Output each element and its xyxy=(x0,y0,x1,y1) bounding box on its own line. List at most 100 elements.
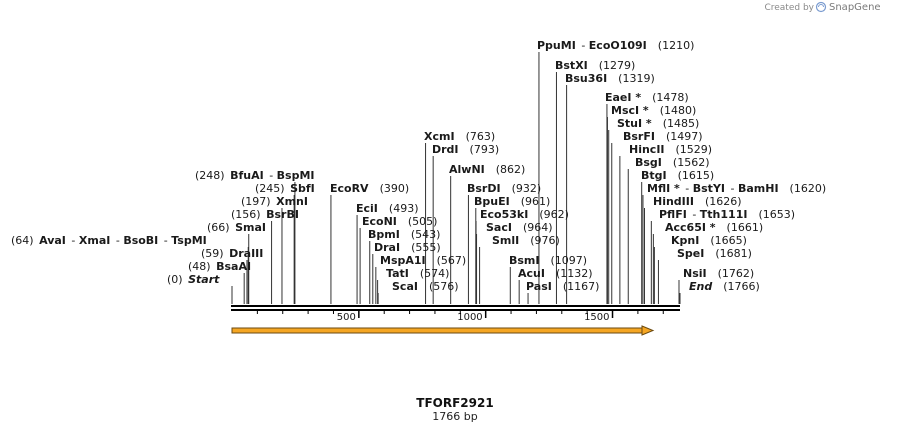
enzyme-scai[interactable]: ScaI xyxy=(392,280,418,293)
site-label-hindiii[interactable]: HindIII (1626) xyxy=(653,195,742,208)
site-label-hincii[interactable]: HincII (1529) xyxy=(629,143,712,156)
site-label-econi[interactable]: EcoNI (505) xyxy=(362,215,437,228)
enzyme-start[interactable]: Start xyxy=(188,273,220,286)
site-label-avai-xmai-bsobi-tspmi[interactable]: (64) AvaI - XmaI - BsoBI - TspMI xyxy=(11,234,207,247)
enzyme-bsaai[interactable]: BsaAI xyxy=(216,260,251,273)
site-label-bsmi[interactable]: BsmI (1097) xyxy=(509,254,587,267)
site-label-xcmi[interactable]: XcmI (763) xyxy=(424,130,495,143)
site-label-smai[interactable]: (66) SmaI xyxy=(207,221,266,234)
enzyme-tati[interactable]: TatI xyxy=(386,267,409,280)
site-label-start[interactable]: (0) Start xyxy=(167,273,220,286)
enzyme-ecii[interactable]: EciI xyxy=(356,202,378,215)
enzyme-end[interactable]: End xyxy=(689,280,712,293)
site-label-smli[interactable]: SmlI (976) xyxy=(492,234,560,247)
site-label-kpni[interactable]: KpnI (1665) xyxy=(671,234,747,247)
site-label-bpmi[interactable]: BpmI (543) xyxy=(368,228,440,241)
enzyme-bamhi[interactable]: BamHI xyxy=(738,182,779,195)
site-label-ecorv[interactable]: EcoRV (390) xyxy=(330,182,409,195)
enzyme-bsu36i[interactable]: Bsu36I xyxy=(565,72,607,85)
site-label-mfli-bstyi-bamhi[interactable]: MflI * - BstYI - BamHI (1620) xyxy=(647,182,826,195)
enzyme-xmni[interactable]: XmnI xyxy=(276,195,308,208)
enzyme-smli[interactable]: SmlI xyxy=(492,234,519,247)
site-label-xmni[interactable]: (197) XmnI xyxy=(241,195,308,208)
enzyme-spei[interactable]: SpeI xyxy=(677,247,704,260)
site-label-bpuei[interactable]: BpuEI (961) xyxy=(474,195,550,208)
enzyme-hincii[interactable]: HincII xyxy=(629,143,665,156)
orf-feature-body[interactable] xyxy=(231,327,643,334)
enzyme-ppumi[interactable]: PpuMI xyxy=(537,39,576,52)
enzyme-tth111i[interactable]: Tth111I xyxy=(700,208,748,221)
enzyme-bstxi[interactable]: BstXI xyxy=(555,59,588,72)
enzyme-bfuai[interactable]: BfuAI xyxy=(230,169,264,182)
enzyme-ecoo109i[interactable]: EcoO109I xyxy=(589,39,647,52)
enzyme-eaei[interactable]: EaeI * xyxy=(605,91,641,104)
enzyme-msci[interactable]: MscI * xyxy=(611,104,649,117)
site-label-bsrbi[interactable]: (156) BsrBI xyxy=(231,208,299,221)
site-label-btgi[interactable]: BtgI (1615) xyxy=(641,169,714,182)
enzyme-stui[interactable]: StuI * xyxy=(617,117,652,130)
enzyme-bsgi[interactable]: BsgI xyxy=(635,156,662,169)
enzyme-drdi[interactable]: DrdI xyxy=(432,143,459,156)
site-label-eaei[interactable]: EaeI * (1478) xyxy=(605,91,689,104)
enzyme-bsobi[interactable]: BsoBI xyxy=(123,234,158,247)
orf-feature-arrowhead-icon[interactable] xyxy=(641,325,655,336)
site-label-bsu36i[interactable]: Bsu36I (1319) xyxy=(565,72,655,85)
site-label-draiii[interactable]: (59) DraIII xyxy=(201,247,263,260)
enzyme-bsrdi[interactable]: BsrDI xyxy=(467,182,501,195)
enzyme-eco53ki[interactable]: Eco53kI xyxy=(480,208,528,221)
enzyme-bpuei[interactable]: BpuEI xyxy=(474,195,510,208)
orf-feature-arrow[interactable] xyxy=(231,325,655,336)
site-label-bsgi[interactable]: BsgI (1562) xyxy=(635,156,709,169)
enzyme-ecorv[interactable]: EcoRV xyxy=(330,182,369,195)
site-label-ecii[interactable]: EciI (493) xyxy=(356,202,419,215)
enzyme-acui[interactable]: AcuI xyxy=(518,267,545,280)
site-label-stui[interactable]: StuI * (1485) xyxy=(617,117,699,130)
enzyme-bstyi[interactable]: BstYI xyxy=(693,182,725,195)
site-label-eco53ki[interactable]: Eco53kI (962) xyxy=(480,208,569,221)
site-label-bfuai-bspmi[interactable]: (248) BfuAI - BspMI xyxy=(195,169,315,182)
site-label-spei[interactable]: SpeI (1681) xyxy=(677,247,752,260)
enzyme-btgi[interactable]: BtgI xyxy=(641,169,667,182)
site-label-ppumi-ecoo109i[interactable]: PpuMI - EcoO109I (1210) xyxy=(537,39,694,52)
enzyme-acc65i[interactable]: Acc65I * xyxy=(665,221,716,234)
site-label-pasi[interactable]: PasI (1167) xyxy=(526,280,599,293)
enzyme-draiii[interactable]: DraIII xyxy=(229,247,263,260)
enzyme-mspa1i[interactable]: MspA1I xyxy=(380,254,426,267)
enzyme-bsmi[interactable]: BsmI xyxy=(509,254,540,267)
site-label-nsii[interactable]: NsiI (1762) xyxy=(683,267,754,280)
enzyme-bsrbi[interactable]: BsrBI xyxy=(266,208,299,221)
site-label-bsrdi[interactable]: BsrDI (932) xyxy=(467,182,541,195)
site-label-sbfi[interactable]: (245) SbfI xyxy=(255,182,315,195)
enzyme-drai[interactable]: DraI xyxy=(374,241,400,254)
enzyme-mfli[interactable]: MflI * xyxy=(647,182,680,195)
site-label-pflfi-tth111i[interactable]: PflFI - Tth111I (1653) xyxy=(659,208,795,221)
enzyme-xmai[interactable]: XmaI xyxy=(79,234,110,247)
site-label-drdi[interactable]: DrdI (793) xyxy=(432,143,499,156)
enzyme-nsii[interactable]: NsiI xyxy=(683,267,707,280)
site-label-bsaai[interactable]: (48) BsaAI xyxy=(188,260,251,273)
site-label-acui[interactable]: AcuI (1132) xyxy=(518,267,593,280)
enzyme-bspmi[interactable]: BspMI xyxy=(277,169,315,182)
site-label-scai[interactable]: ScaI (576) xyxy=(392,280,459,293)
site-label-bsrfi[interactable]: BsrFI (1497) xyxy=(623,130,703,143)
enzyme-pflfi[interactable]: PflFI xyxy=(659,208,687,221)
enzyme-bpmi[interactable]: BpmI xyxy=(368,228,400,241)
enzyme-saci[interactable]: SacI xyxy=(486,221,512,234)
enzyme-econi[interactable]: EcoNI xyxy=(362,215,397,228)
site-label-end[interactable]: End (1766) xyxy=(689,280,760,293)
site-label-bstxi[interactable]: BstXI (1279) xyxy=(555,59,635,72)
site-label-saci[interactable]: SacI (964) xyxy=(486,221,553,234)
site-label-acc65i[interactable]: Acc65I * (1661) xyxy=(665,221,763,234)
site-label-tati[interactable]: TatI (574) xyxy=(386,267,449,280)
enzyme-xcmi[interactable]: XcmI xyxy=(424,130,455,143)
site-label-drai[interactable]: DraI (555) xyxy=(374,241,441,254)
enzyme-avai[interactable]: AvaI xyxy=(39,234,66,247)
site-label-mspa1i[interactable]: MspA1I (567) xyxy=(380,254,466,267)
site-label-msci[interactable]: MscI * (1480) xyxy=(611,104,696,117)
enzyme-bsrfi[interactable]: BsrFI xyxy=(623,130,655,143)
enzyme-tspmi[interactable]: TspMI xyxy=(171,234,207,247)
enzyme-sbfi[interactable]: SbfI xyxy=(290,182,315,195)
enzyme-alwni[interactable]: AlwNI xyxy=(449,163,485,176)
enzyme-pasi[interactable]: PasI xyxy=(526,280,552,293)
enzyme-hindiii[interactable]: HindIII xyxy=(653,195,694,208)
